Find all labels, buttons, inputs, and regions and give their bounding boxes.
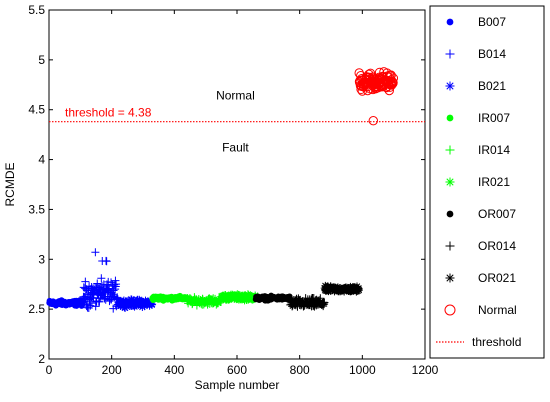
legend-marker-ir007 [446, 114, 454, 122]
normal-point [388, 73, 399, 83]
annotation-normal: Normal [216, 89, 255, 103]
or014-point [320, 298, 329, 307]
legend-marker-or007 [446, 210, 454, 218]
x-tick-label: 400 [164, 363, 184, 377]
x-tick-label: 1200 [412, 363, 439, 377]
legend-marker-normal [444, 304, 456, 316]
legend-label-ir021: IR021 [478, 175, 510, 189]
y-tick-label: 4.5 [28, 103, 45, 117]
legend-box [429, 5, 545, 359]
x-tick-label: 1000 [349, 363, 376, 377]
series-or021 [320, 281, 363, 296]
series-b021 [113, 295, 157, 312]
series-or007 [252, 292, 293, 304]
normal-point [368, 115, 378, 126]
b014-point [91, 248, 100, 257]
legend: B007 B014 B021 IR007 IR014 IR021 OR007 OR014 OR0… [429, 5, 545, 359]
legend-label-threshold: threshold [472, 335, 521, 349]
y-axis-label: RCMDE [3, 163, 17, 207]
x-tick-label: 200 [102, 363, 122, 377]
legend-marker-b007 [446, 18, 454, 26]
x-tick-label: 800 [290, 363, 310, 377]
annotation-fault: Fault [222, 141, 249, 155]
legend-label-b007: B007 [478, 15, 506, 29]
series-ir007 [149, 292, 190, 304]
series-b007 [46, 297, 87, 309]
legend-marker-b021 [445, 81, 455, 91]
threshold-line-group: threshold = 4.38 [49, 106, 425, 123]
x-tick-label: 600 [227, 363, 247, 377]
b014-point [81, 277, 90, 286]
y-tick-label: 2.5 [28, 302, 45, 316]
legend-label-ir007: IR007 [478, 111, 510, 125]
series-b014 [79, 248, 122, 313]
b014-point [87, 299, 96, 308]
normal-point [387, 80, 397, 90]
x-axis-label: Sample number [195, 378, 280, 392]
series-normal [354, 67, 399, 126]
legend-label-ir014: IR014 [478, 143, 510, 157]
plot-axes [48, 9, 426, 360]
annotations: Normal Fault [216, 89, 255, 155]
y-tick-label: 5.5 [28, 3, 45, 17]
legend-marker-b014 [445, 49, 455, 59]
legend-label-or014: OR014 [478, 239, 516, 253]
legend-marker-ir021 [445, 177, 455, 187]
b014-point [110, 280, 119, 289]
series-or014 [286, 293, 329, 311]
legend-label-or007: OR007 [478, 207, 516, 221]
legend-label-or021: OR021 [478, 271, 516, 285]
axis-labels: Sample number RCMDE [3, 163, 279, 393]
data-points [46, 67, 399, 313]
axis-ticks: 0 200 400 600 800 1000 1200 2 2.5 3 3.5 4 4.5 5 5.5 [28, 3, 438, 377]
threshold-label: threshold = 4.38 [65, 106, 152, 120]
y-tick-label: 5 [38, 53, 45, 67]
plot-frame [48, 9, 426, 360]
y-tick-label: 3.5 [28, 202, 45, 216]
y-tick-label: 2 [38, 352, 45, 366]
b014-point [95, 297, 104, 306]
b021-point [148, 300, 157, 309]
legend-marker-or021 [445, 273, 455, 283]
x-tick-label: 0 [46, 363, 53, 377]
normal-point [388, 78, 398, 88]
legend-label-b014: B014 [478, 47, 506, 61]
y-tick-label: 4 [38, 153, 45, 167]
legend-marker-ir014 [445, 145, 455, 155]
b014-point [112, 280, 121, 289]
b014-point [86, 294, 95, 303]
b014-point [102, 257, 111, 266]
or021-point [354, 286, 363, 295]
legend-label-b021: B021 [478, 79, 506, 93]
y-tick-label: 3 [38, 252, 45, 266]
legend-marker-or014 [445, 241, 455, 251]
b014-point [97, 274, 106, 283]
legend-label-normal: Normal [478, 303, 517, 317]
